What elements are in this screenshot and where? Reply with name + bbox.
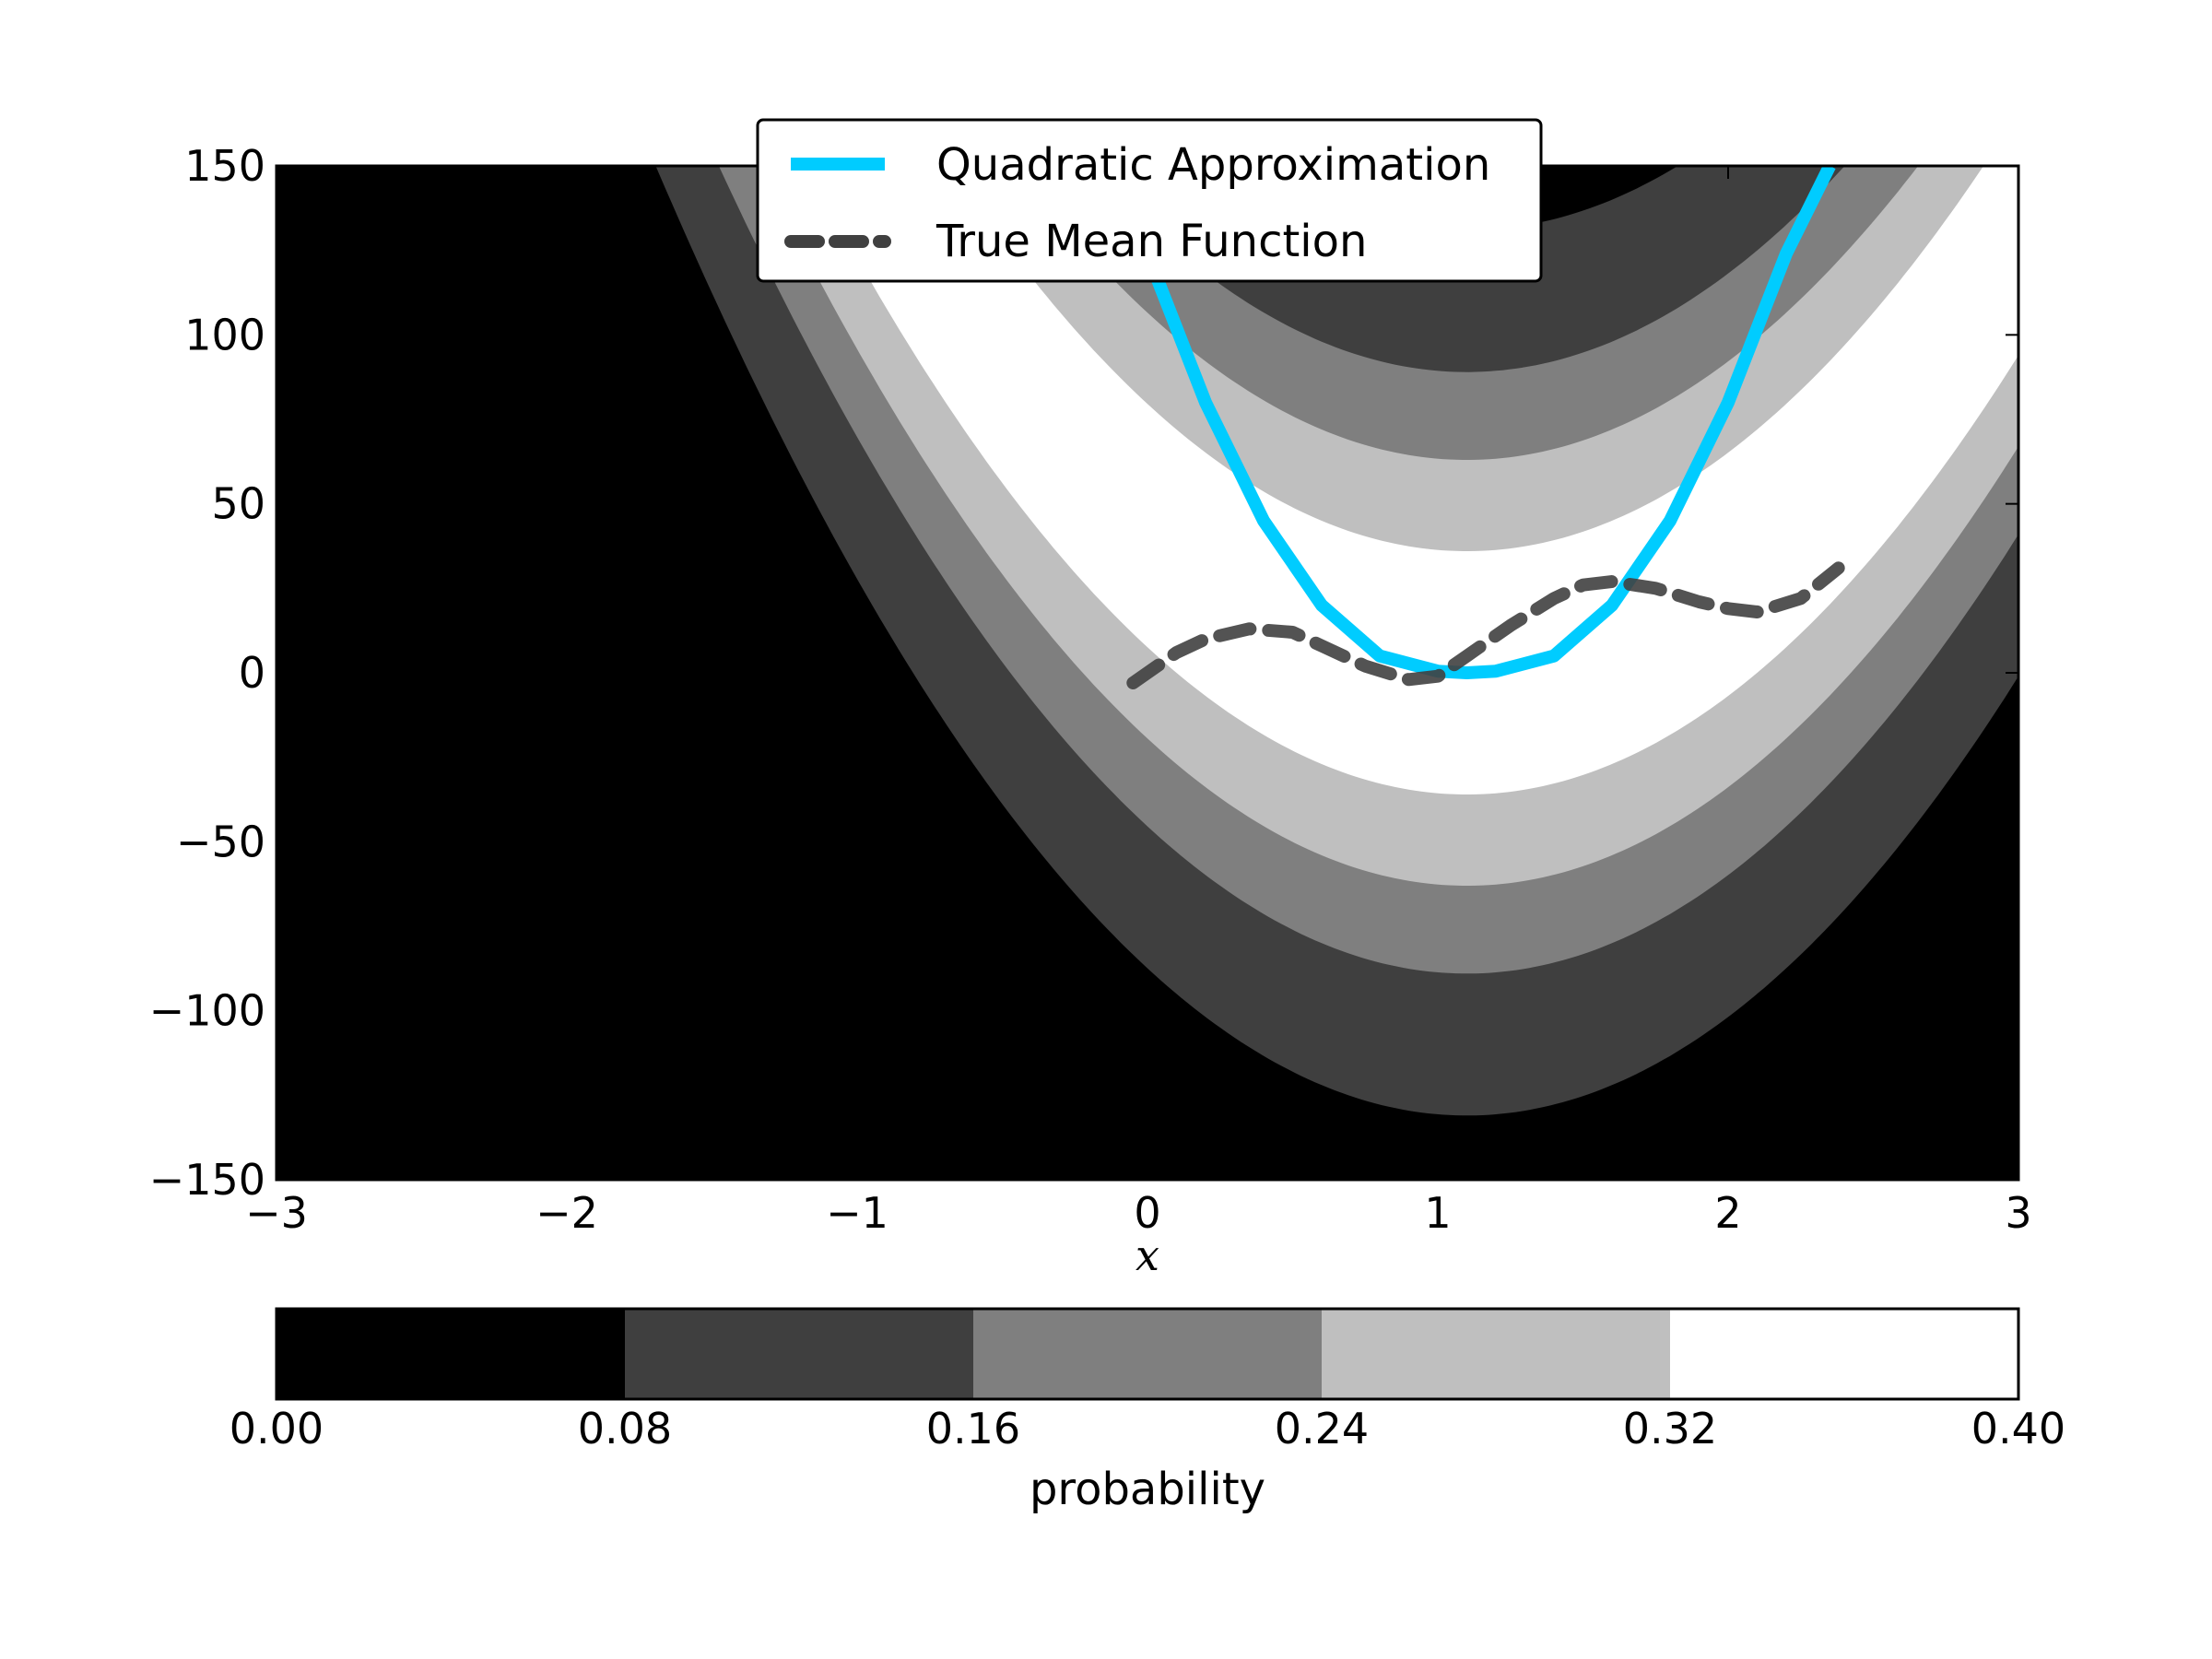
y-tick-label: 0: [239, 648, 265, 698]
legend-label-true-mean: True Mean Function: [935, 216, 1367, 267]
plot-area: [276, 166, 2018, 1180]
series-line-1: [1118, 166, 1836, 679]
colorbar-tick-label: 0.08: [578, 1404, 672, 1453]
colorbar-tick-label: 0.24: [1275, 1404, 1369, 1453]
contour-band-1: [806, 166, 2018, 794]
colorbar-tick-label: 0.00: [229, 1404, 324, 1453]
y-tick-label: 150: [184, 141, 265, 191]
colorbar-frame: [275, 1307, 2020, 1401]
y-axis: 150 100 50 0 −50 −100 −150: [149, 141, 2018, 1205]
colorbar-segment: [625, 1309, 973, 1399]
x-tick-label: 2: [1714, 1188, 1741, 1238]
x-axis: −3 −2 −1 0 1 2 3: [245, 166, 2032, 1238]
y-tick-label: −100: [149, 986, 265, 1036]
legend-box: [756, 118, 1543, 283]
x-tick-label: 1: [1424, 1188, 1451, 1238]
colorbar-segment: [1670, 1309, 2018, 1399]
colorbar-label: probability: [1030, 1464, 1265, 1515]
colorbar-segment: [973, 1309, 1322, 1399]
colorbar-ticks: 0.00 0.08 0.16 0.24 0.32 0.40: [229, 1404, 2065, 1453]
colorbar-segment: [276, 1309, 625, 1399]
x-tick-label: −2: [535, 1188, 598, 1238]
x-tick-label: −1: [826, 1188, 888, 1238]
colorbar-segment: [1322, 1309, 1670, 1399]
series-line-2: [1126, 561, 1845, 689]
legend-label-quadratic: Quadratic Approximation: [936, 139, 1490, 191]
colorbar-tick-label: 0.16: [926, 1404, 1020, 1453]
x-tick-label: 3: [2005, 1188, 2031, 1238]
x-tick-label: 0: [1134, 1188, 1160, 1238]
y-tick-label: 50: [211, 479, 265, 529]
colorbar: [276, 1309, 2018, 1399]
x-axis-label: x: [1135, 1230, 1159, 1280]
y-tick-label: 100: [184, 310, 265, 359]
colorbar-tick-label: 0.40: [1971, 1404, 2065, 1453]
y-tick-label: −150: [149, 1155, 265, 1205]
colorbar-tick-label: 0.32: [1623, 1404, 1717, 1453]
y-tick-label: −50: [176, 817, 265, 866]
legend: Quadratic Approximation True Mean Functi…: [756, 118, 1543, 283]
x-tick-label: −3: [245, 1188, 308, 1238]
